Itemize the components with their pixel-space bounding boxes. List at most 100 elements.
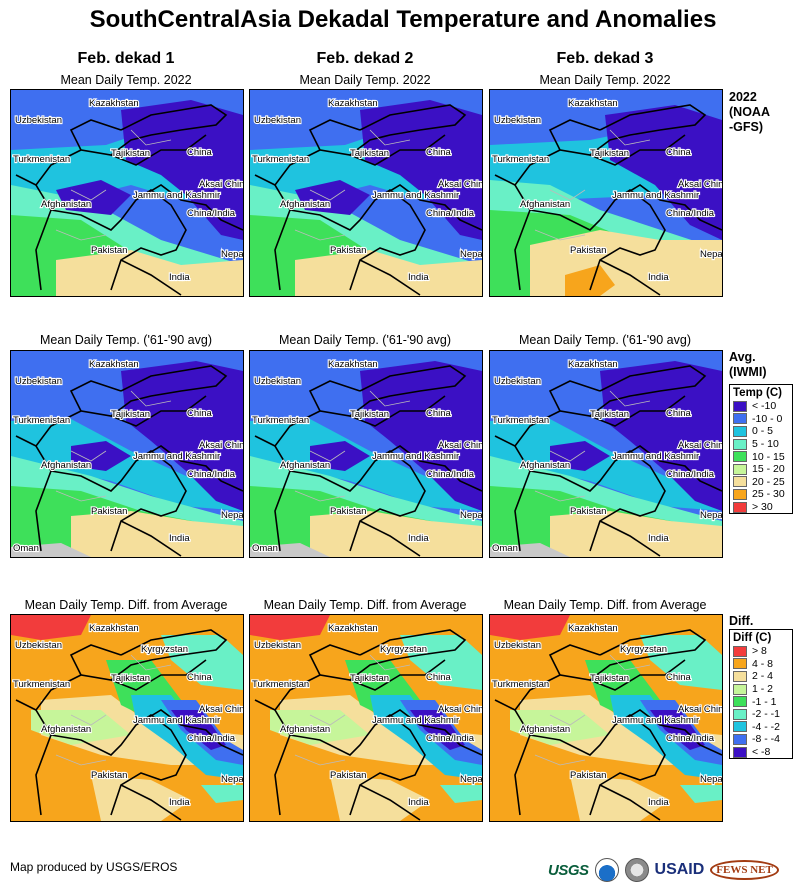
map-label-china_india: China/India — [426, 469, 475, 480]
map-label-aksai_chin: Aksai Chin — [199, 440, 243, 451]
map-label-turkmenistan: Turkmenistan — [13, 415, 70, 426]
country-border — [254, 174, 276, 186]
subtitle-2022: Mean Daily Temp. 2022 — [299, 73, 431, 87]
map-label-turkmenistan: Turkmenistan — [13, 154, 70, 165]
legend-item: > 8 — [730, 645, 792, 658]
map-canvas: Kazakhstan Uzbekistan Turkmenistan Tajikist… — [250, 90, 482, 296]
map-canvas: Kazakhstan Uzbekistan Turkmenistan Tajikist… — [490, 90, 722, 296]
legend-label: > 30 — [752, 501, 773, 514]
map-label-india: India — [169, 272, 190, 283]
country-border — [494, 435, 516, 447]
map-region — [550, 511, 722, 557]
country-border — [35, 629, 228, 816]
province-border — [55, 129, 172, 241]
map-label-turkmenistan: Turkmenistan — [252, 679, 309, 690]
map-label-afghanistan: Afghanistan — [280, 724, 330, 735]
map-label-kazakhstan: Kazakhstan — [568, 98, 618, 109]
map-label-pakistan: Pakistan — [570, 506, 606, 517]
logo-strip: USGS USAID FEWS NET — [548, 858, 779, 882]
map-label-china_india: China/India — [666, 733, 715, 744]
map-region — [650, 710, 705, 750]
country-border — [69, 119, 122, 151]
map-region — [605, 105, 722, 240]
map-label-tajikistan: Tajikistan — [350, 409, 389, 420]
legend-swatch — [733, 488, 747, 500]
legend-swatch — [733, 400, 747, 412]
legend-item: -2 - -1 — [730, 708, 792, 721]
map-label-pakistan: Pakistan — [91, 506, 127, 517]
province-border — [534, 129, 651, 241]
map-label-tajikistan: Tajikistan — [111, 673, 150, 684]
legend-item: 20 - 25 — [730, 476, 792, 489]
map-canvas: Kazakhstan Uzbekistan Turkmenistan Tajikist… — [11, 90, 243, 296]
country-border — [15, 699, 37, 711]
country-border — [514, 365, 707, 552]
legend-swatch — [733, 425, 747, 437]
map-2022-dekad-3: Kazakhstan Uzbekistan Turkmenistan Tajikist… — [489, 89, 723, 297]
map-average-dekad-3: Kazakhstan Uzbekistan Turkmenistan Tajikist… — [489, 350, 723, 558]
legend-item: < -8 — [730, 746, 792, 759]
country-border — [15, 435, 37, 447]
country-border — [599, 259, 661, 296]
map-label-tajikistan: Tajikistan — [590, 148, 629, 159]
map-label-kyrgyzstan: Kyrgyzstan — [620, 644, 667, 655]
map-2022-dekad-1: Kazakhstan Uzbekistan Turkmenistan Tajikist… — [10, 89, 244, 297]
map-canvas: Kazakhstan Uzbekistan Turkmenistan Tajikist… — [490, 351, 722, 557]
country-border — [548, 119, 601, 151]
map-label-pakistan: Pakistan — [330, 770, 366, 781]
map-label-afghanistan: Afghanistan — [41, 724, 91, 735]
map-label-india: India — [408, 533, 429, 544]
map-label-aksai_chin: Aksai Chin — [199, 179, 243, 190]
map-label-kazakhstan: Kazakhstan — [89, 359, 139, 370]
column-title-dekad-2: Feb. dekad 2 — [316, 50, 414, 67]
map-label-china: China — [187, 672, 213, 683]
legend-label: -1 - 1 — [752, 695, 777, 708]
map-region — [310, 441, 370, 471]
map-region — [71, 511, 243, 557]
map-region — [171, 710, 226, 750]
map-region — [410, 710, 465, 750]
map-label-china: China — [187, 408, 213, 419]
state-department-seal-icon — [624, 858, 649, 882]
map-label-uzbekistan: Uzbekistan — [254, 640, 301, 651]
legend-label: 25 - 30 — [752, 488, 785, 501]
map-label-india: India — [408, 797, 429, 808]
country-border — [494, 699, 516, 711]
legend-swatch — [733, 733, 747, 745]
legend-label: 0 - 5 — [752, 425, 774, 438]
map-label-jammu_kashmir: Jammu and Kashmir — [372, 451, 459, 462]
map-label-tajikistan: Tajikistan — [590, 409, 629, 420]
province-border — [294, 654, 411, 766]
legend-label: 2 - 4 — [752, 670, 774, 683]
usaid-logo: USAID — [654, 861, 705, 878]
map-label-india: India — [648, 797, 669, 808]
map-label-kazakhstan: Kazakhstan — [568, 623, 618, 634]
map-label-china_india: China/India — [426, 208, 475, 219]
map-canvas: Kazakhstan Uzbekistan Turkmenistan Tajikist… — [490, 615, 722, 821]
province-border — [534, 390, 651, 502]
legend-title: Temp (C) — [733, 387, 782, 399]
subtitle-difference: Mean Daily Temp. Diff. from Average — [24, 598, 228, 612]
country-border — [599, 520, 661, 557]
map-canvas: Kazakhstan Uzbekistan Turkmenistan Tajikist… — [11, 615, 243, 821]
legend-swatch — [733, 451, 747, 463]
map-label-nepal: Nepal — [221, 249, 243, 260]
legend-label: 20 - 25 — [752, 475, 785, 488]
map-label-china: China — [187, 147, 213, 158]
map-label-china_india: China/India — [426, 733, 475, 744]
country-border — [289, 714, 426, 816]
legend-item: 5 - 10 — [730, 438, 792, 451]
country-border — [599, 784, 661, 821]
legend-label: 15 - 20 — [752, 463, 785, 476]
map-label-jammu_kashmir: Jammu and Kashmir — [612, 451, 699, 462]
row-label-line: Diff. — [729, 614, 754, 628]
subtitle-difference: Mean Daily Temp. Diff. from Average — [503, 598, 707, 612]
map-difference-dekad-1: Kazakhstan Uzbekistan Turkmenistan Tajikist… — [10, 614, 244, 822]
country-border — [254, 699, 276, 711]
map-difference-dekad-3: Kazakhstan Uzbekistan Turkmenistan Tajikist… — [489, 614, 723, 822]
noaa-logo-icon — [594, 858, 619, 882]
fews-net-logo: FEWS NET — [710, 860, 779, 880]
legend-swatch — [733, 463, 747, 475]
legend-item: -1 - 1 — [730, 695, 792, 708]
